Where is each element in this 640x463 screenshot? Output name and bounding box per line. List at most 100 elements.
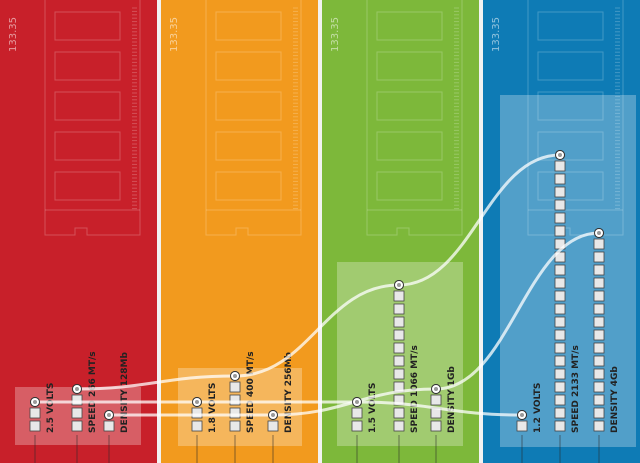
dimension-label: 133.35	[8, 17, 19, 52]
density-block	[267, 420, 279, 432]
memory-chip	[376, 131, 443, 161]
density-label: DENSITY 4Gb	[610, 366, 620, 433]
speed-block	[554, 420, 566, 432]
column-ddr4: 133.35	[483, 0, 640, 463]
metric-dot-center	[355, 400, 359, 404]
speed-trend-curve	[75, 374, 237, 391]
speed-block	[554, 316, 566, 328]
speed-block	[554, 355, 566, 367]
speed-label: SPEED 2133 MT/s	[571, 345, 581, 433]
ram-module-outline	[44, 0, 141, 236]
density-block	[593, 277, 605, 289]
speed-block	[554, 173, 566, 185]
memory-chip	[376, 171, 443, 201]
voltage-block	[351, 420, 363, 432]
column-ddr2: 133.35	[161, 0, 318, 463]
speed-block	[393, 355, 405, 367]
speed-block	[229, 420, 241, 432]
voltage-label: 1.8 VOLTS	[208, 383, 218, 433]
memory-chip	[54, 131, 121, 161]
density-block	[430, 394, 442, 406]
density-label: DENSITY 128Mb	[120, 351, 130, 433]
density-block	[593, 420, 605, 432]
memory-chip	[54, 11, 121, 41]
density-block	[593, 290, 605, 302]
speed-block	[229, 394, 241, 406]
density-block	[593, 303, 605, 315]
spec-panel	[178, 368, 302, 446]
density-block	[593, 316, 605, 328]
ram-module-outline	[205, 0, 302, 236]
density-block	[103, 420, 115, 432]
speed-block	[71, 407, 83, 419]
speed-block	[554, 212, 566, 224]
memory-chip	[54, 51, 121, 81]
density-label: DENSITY 1Gb	[447, 366, 457, 433]
speed-block	[393, 407, 405, 419]
density-block	[593, 264, 605, 276]
voltage-label: 1.2 VOLTS	[533, 383, 543, 433]
density-trend-curve	[434, 231, 601, 391]
density-block	[593, 329, 605, 341]
voltage-block	[516, 420, 528, 432]
metric-dot-center	[195, 400, 199, 404]
speed-block	[554, 264, 566, 276]
speed-block	[554, 368, 566, 380]
trend-curves	[33, 153, 601, 417]
column-separator	[479, 0, 483, 463]
metric-dot-center	[107, 413, 111, 417]
ram-module-outline	[366, 0, 463, 236]
speed-label: SPEED 266 MT/s	[88, 351, 98, 433]
voltage-block	[351, 407, 363, 419]
module-edge	[205, 0, 302, 236]
density-block	[593, 251, 605, 263]
density-block	[593, 355, 605, 367]
dimension-label: 133.35	[330, 17, 341, 52]
column-separator	[318, 0, 322, 463]
memory-chip	[215, 171, 282, 201]
speed-block	[554, 342, 566, 354]
speed-block	[393, 290, 405, 302]
memory-chip	[537, 51, 604, 81]
density-block	[593, 407, 605, 419]
column-separator	[157, 0, 161, 463]
memory-chip	[537, 131, 604, 161]
dimension-label: 133.35	[169, 17, 180, 52]
voltage-trend-curve	[355, 400, 524, 417]
metric-dot-center	[33, 400, 37, 404]
memory-chip	[537, 11, 604, 41]
speed-block	[554, 407, 566, 419]
metric-dot-center	[397, 283, 401, 287]
density-block	[593, 394, 605, 406]
speed-block	[554, 199, 566, 211]
speed-label: SPEED 400 MT/s	[246, 351, 256, 433]
speed-block	[554, 277, 566, 289]
speed-block	[229, 407, 241, 419]
speed-block	[554, 329, 566, 341]
speed-block	[393, 316, 405, 328]
speed-block	[393, 303, 405, 315]
metric-dot-center	[434, 387, 438, 391]
speed-block	[393, 329, 405, 341]
speed-trend-curve	[233, 283, 401, 378]
speed-block	[554, 160, 566, 172]
memory-chip	[376, 11, 443, 41]
voltage-block	[29, 407, 41, 419]
memory-chip	[215, 51, 282, 81]
memory-chip	[537, 171, 604, 201]
speed-block	[554, 394, 566, 406]
metric-dot-center	[520, 413, 524, 417]
metric-dot-center	[271, 413, 275, 417]
density-label: DENSITY 256Mb	[284, 351, 294, 433]
density-block	[593, 368, 605, 380]
speed-block	[554, 186, 566, 198]
speed-block	[393, 368, 405, 380]
dimension-label: 133.35	[491, 17, 502, 52]
density-block	[593, 238, 605, 250]
memory-chip	[54, 91, 121, 121]
memory-chip	[215, 131, 282, 161]
voltage-label: 2.5 VOLTS	[46, 383, 56, 433]
density-block	[593, 381, 605, 393]
voltage-block	[191, 407, 203, 419]
